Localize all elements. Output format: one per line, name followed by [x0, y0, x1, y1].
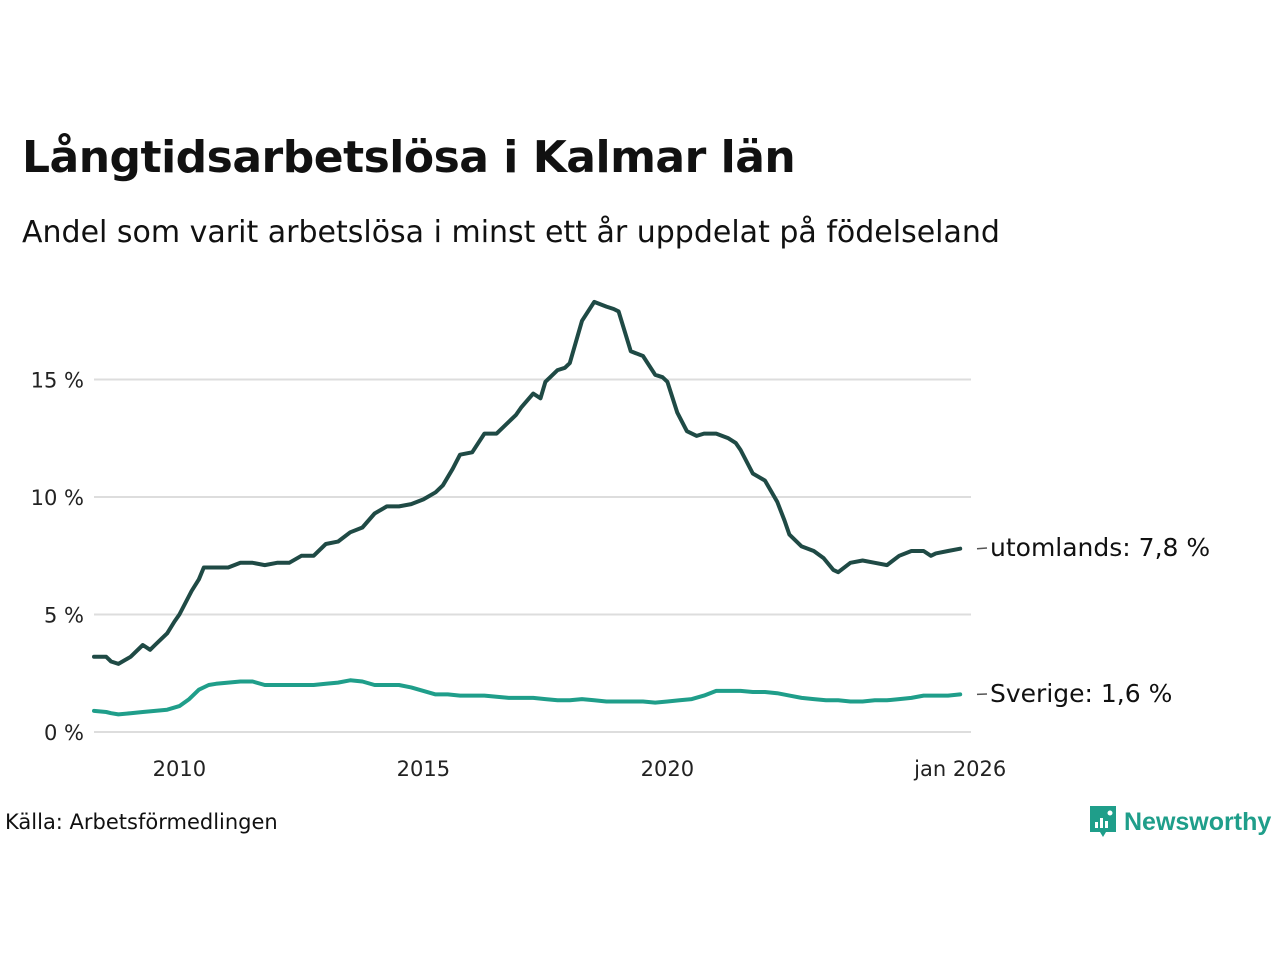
end-label-sverige: Sverige: 1,6 %: [990, 679, 1172, 708]
y-tick-label: 5 %: [44, 604, 84, 628]
series-line-sverige: [92, 678, 963, 717]
source-note: Källa: Arbetsförmedlingen: [5, 810, 278, 834]
x-tick-label: 2020: [641, 757, 694, 781]
x-tick-label: jan 2026: [913, 757, 1006, 781]
y-tick-label: 0 %: [44, 721, 84, 745]
end-label-utomlands: utomlands: 7,8 %: [990, 533, 1210, 562]
end-labels: utomlands: 7,8 % Sverige: 1,6 %: [976, 533, 1210, 708]
chart-title: Långtidsarbetslösa i Kalmar län: [22, 132, 796, 183]
x-axis-ticks: 2010 2015 2020 jan 2026: [153, 757, 1007, 781]
gridlines: [94, 378, 971, 733]
y-axis-ticks: 0 % 5 % 10 % 15 %: [31, 369, 84, 746]
series-line-utomlands: [92, 299, 963, 666]
newsworthy-logo-icon: [1090, 806, 1116, 837]
newsworthy-logo[interactable]: Newsworthy: [1088, 804, 1271, 840]
y-tick-label: 10 %: [31, 486, 84, 510]
newsworthy-logo-text: Newsworthy: [1124, 807, 1272, 836]
chart-subtitle: Andel som varit arbetslösa i minst ett å…: [22, 215, 1000, 250]
x-tick-label: 2010: [153, 757, 206, 781]
y-tick-label: 15 %: [31, 369, 84, 393]
end-label-leader: [976, 547, 988, 550]
series-lines: [92, 299, 963, 717]
x-tick-label: 2015: [397, 757, 450, 781]
